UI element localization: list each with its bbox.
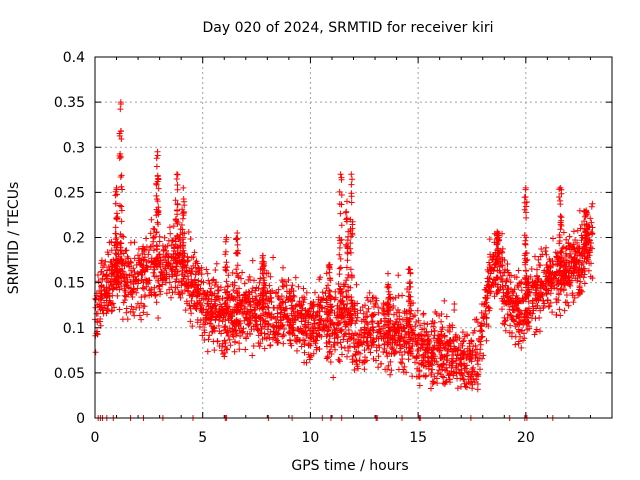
y-tick-label: 0.3 bbox=[63, 140, 85, 156]
y-tick-label: 0.25 bbox=[54, 185, 85, 201]
srmtid-point-markers bbox=[92, 99, 596, 421]
y-tick-label: 0.05 bbox=[54, 366, 85, 382]
x-tick-label: 20 bbox=[517, 430, 535, 446]
y-tick-label: 0.2 bbox=[63, 231, 85, 247]
y-tick-label: 0.4 bbox=[63, 50, 85, 66]
x-tick-label: 10 bbox=[302, 430, 320, 446]
axis-ticks bbox=[94, 56, 612, 419]
y-tick-label: 0 bbox=[76, 411, 85, 427]
x-tick-label: 15 bbox=[409, 430, 427, 446]
y-axis-label: SRMTID / TECUs bbox=[6, 182, 22, 295]
chart-title: Day 020 of 2024, SRMTID for receiver kir… bbox=[202, 20, 493, 36]
x-tick-labels: 0 5 10 15 20 bbox=[91, 430, 535, 446]
data-points bbox=[92, 99, 596, 421]
y-tick-label: 0.1 bbox=[63, 321, 85, 337]
x-tick-label: 5 bbox=[198, 430, 207, 446]
y-tick-label: 0.15 bbox=[54, 276, 85, 292]
x-axis-label: GPS time / hours bbox=[291, 458, 408, 474]
y-tick-labels: 0 0.05 0.1 0.15 0.2 0.25 0.3 0.35 0.4 bbox=[54, 50, 85, 427]
x-tick-label: 0 bbox=[91, 430, 100, 446]
y-tick-label: 0.35 bbox=[54, 95, 85, 111]
